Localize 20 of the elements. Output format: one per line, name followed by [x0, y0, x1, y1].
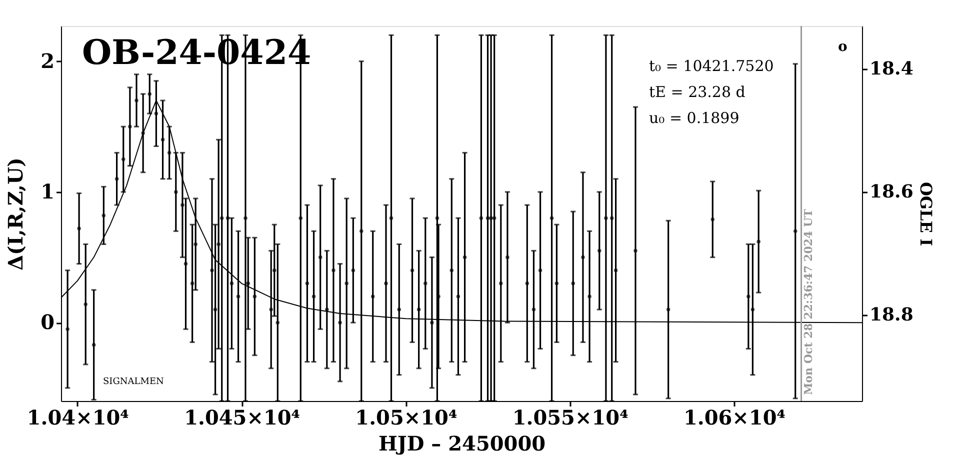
x-axis-title: HJD – 2450000	[378, 432, 546, 456]
y-tick-label: 2	[40, 48, 54, 73]
x-tick-label: 1.04×10⁴	[26, 406, 130, 430]
x-tick-label: 1.045×10⁴	[184, 406, 300, 430]
y2-tick-label: 18.4	[870, 58, 914, 80]
annotation: tE = 23.28 d	[649, 83, 746, 101]
annotation: Mon Oct 28 22:36:47 2024 UT	[802, 208, 815, 395]
y2-tick-label: 18.6	[870, 181, 914, 202]
annotation: SIGNALMEN	[103, 377, 164, 387]
y-tick-label: 0	[40, 310, 54, 334]
annotation: u₀ = 0.1899	[649, 109, 740, 127]
annotation: t₀ = 10421.7520	[649, 57, 774, 75]
y2-axis-title: OGLE I	[916, 182, 936, 246]
annotation: o	[838, 39, 848, 55]
y-tick-label: 1	[40, 179, 54, 204]
y2-tick-label: 18.8	[870, 304, 914, 326]
x-tick-label: 1.05×10⁴	[355, 406, 458, 430]
y-axis-title: Δ(I,R,Z,U)	[4, 158, 28, 270]
x-tick-label: 1.055×10⁴	[512, 406, 629, 430]
x-tick-label: 1.06×10⁴	[683, 406, 786, 430]
